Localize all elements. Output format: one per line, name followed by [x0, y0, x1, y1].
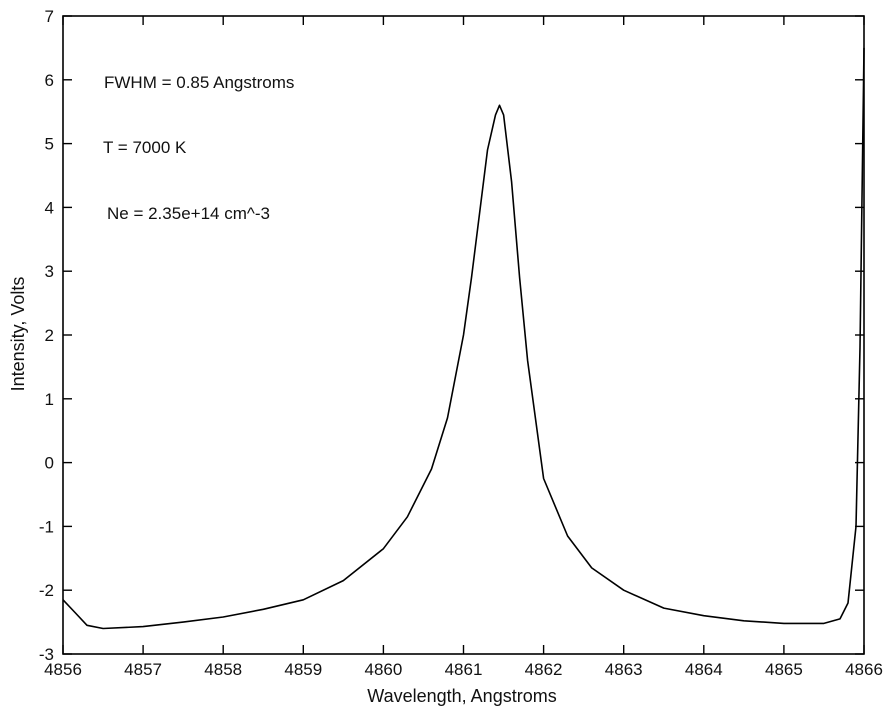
x-tick-label: 4859	[284, 660, 322, 679]
x-tick-label: 4857	[124, 660, 162, 679]
x-tick-label: 4860	[364, 660, 402, 679]
x-tick-label: 4861	[445, 660, 483, 679]
y-tick-label: 7	[45, 7, 54, 26]
x-tick-label: 4862	[525, 660, 563, 679]
annotation-fwhm: FWHM = 0.85 Angstroms	[104, 73, 294, 92]
y-tick-label: 2	[45, 326, 54, 345]
x-tick-label: 4865	[765, 660, 803, 679]
y-tick-label: 1	[45, 390, 54, 409]
x-tick-label: 4864	[685, 660, 723, 679]
x-tick-label: 4863	[605, 660, 643, 679]
spectrum-line	[62, 47, 865, 630]
x-axis-label: Wavelength, Angstroms	[367, 686, 556, 706]
x-tick-labels: 4856 4857 4858 4859 4860 4861 4862 4863 4864 4865…	[44, 660, 883, 679]
y-axis-label: Intensity, Volts	[8, 277, 28, 392]
y-tick-label: -1	[39, 517, 54, 536]
x-tick-label: 4866	[845, 660, 883, 679]
x-tick-label: 4856	[44, 660, 82, 679]
y-tick-label: -3	[39, 645, 54, 664]
y-tick-label: -2	[39, 581, 54, 600]
y-tick-label: 5	[45, 135, 54, 154]
annotation-electron-density: Ne = 2.35e+14 cm^-3	[107, 204, 270, 223]
y-tick-label: 0	[45, 454, 54, 473]
y-tick-label: 3	[45, 262, 54, 281]
y-tick-labels: -3 -2 -1 0 1 2 3 4 5 6 7	[39, 7, 54, 664]
x-tick-label: 4858	[204, 660, 242, 679]
y-tick-label: 6	[45, 71, 54, 90]
y-tick-label: 4	[45, 198, 54, 217]
annotation-temperature: T = 7000 K	[103, 138, 187, 157]
